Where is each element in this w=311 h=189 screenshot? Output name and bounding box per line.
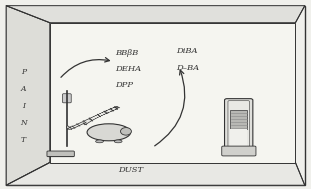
Polygon shape (6, 6, 50, 185)
Text: DiBA: DiBA (176, 47, 197, 55)
Text: BBβB: BBβB (115, 49, 138, 57)
Text: T: T (21, 136, 26, 144)
Ellipse shape (120, 128, 131, 135)
Polygon shape (6, 163, 305, 185)
FancyBboxPatch shape (222, 146, 256, 156)
Ellipse shape (87, 124, 131, 141)
Bar (230, 110, 247, 129)
Text: D–BA: D–BA (176, 64, 199, 72)
FancyBboxPatch shape (63, 94, 71, 103)
FancyBboxPatch shape (228, 101, 249, 147)
FancyBboxPatch shape (225, 99, 253, 149)
Text: N: N (20, 119, 27, 127)
Text: P: P (21, 68, 26, 76)
Text: DPP: DPP (115, 81, 133, 89)
Text: A: A (21, 85, 26, 93)
Bar (230, 129, 247, 146)
Ellipse shape (114, 140, 122, 143)
Polygon shape (6, 6, 305, 23)
Text: DUST: DUST (118, 166, 143, 174)
Polygon shape (50, 23, 295, 163)
Text: I: I (22, 102, 25, 110)
Text: DEHA: DEHA (115, 65, 141, 73)
Ellipse shape (95, 140, 103, 143)
FancyBboxPatch shape (47, 151, 74, 157)
